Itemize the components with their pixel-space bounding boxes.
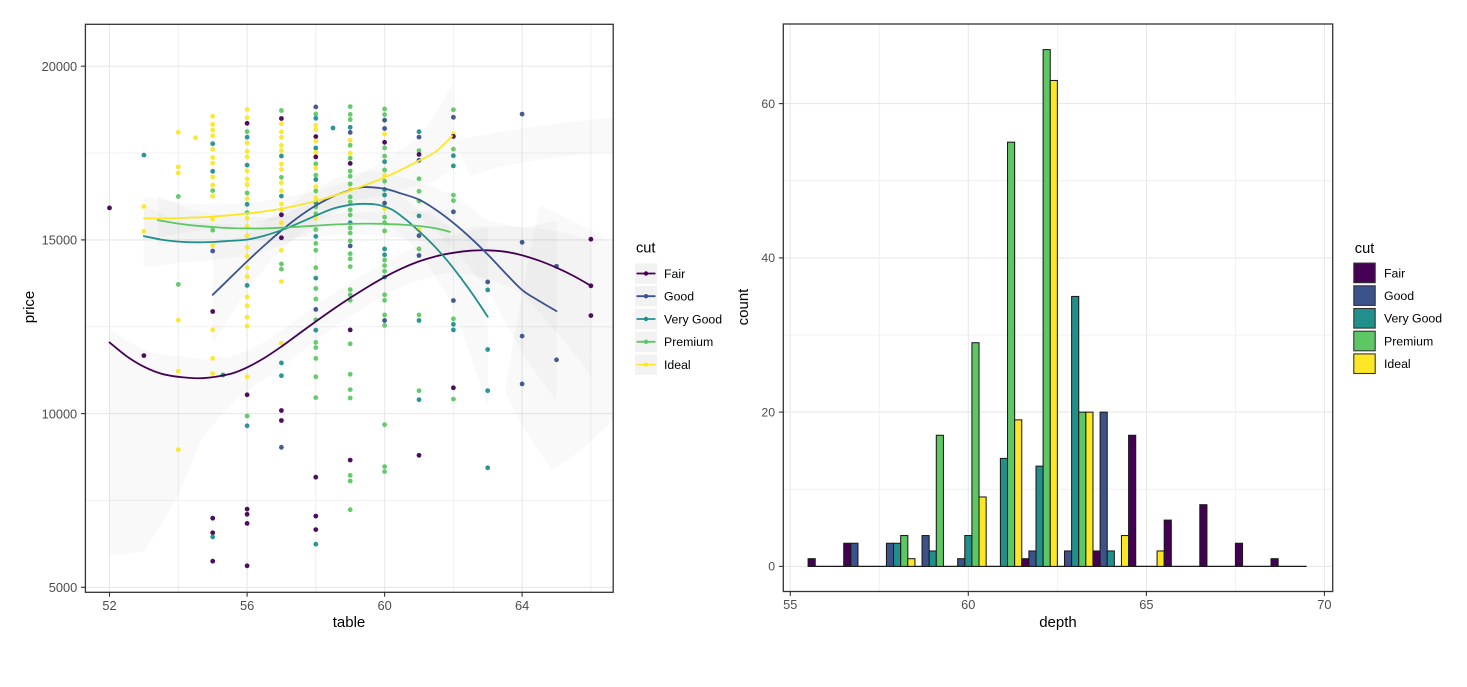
svg-text:price: price (21, 291, 38, 324)
svg-text:cut: cut (1355, 241, 1374, 257)
svg-text:60: 60 (761, 97, 775, 111)
svg-text:15000: 15000 (42, 233, 78, 248)
svg-text:Fair: Fair (664, 267, 685, 281)
svg-text:Fair: Fair (1384, 266, 1405, 280)
svg-text:Premium: Premium (1384, 334, 1433, 348)
svg-text:Good: Good (1384, 289, 1414, 303)
svg-text:40: 40 (761, 251, 775, 265)
svg-text:count: count (735, 288, 752, 326)
svg-text:10000: 10000 (42, 406, 78, 421)
svg-text:cut: cut (636, 241, 655, 257)
svg-text:65: 65 (1139, 597, 1153, 612)
svg-text:5000: 5000 (49, 580, 77, 595)
svg-text:Ideal: Ideal (1384, 357, 1411, 371)
svg-text:52: 52 (102, 598, 116, 613)
svg-text:20: 20 (761, 405, 775, 419)
svg-text:depth: depth (1039, 614, 1077, 631)
svg-text:20000: 20000 (42, 59, 78, 74)
svg-text:Good: Good (664, 290, 694, 304)
svg-text:Ideal: Ideal (664, 358, 691, 372)
svg-text:60: 60 (961, 597, 975, 612)
svg-text:60: 60 (377, 598, 391, 613)
svg-text:table: table (333, 614, 366, 631)
svg-text:55: 55 (783, 597, 797, 612)
svg-text:Very Good: Very Good (1384, 312, 1442, 326)
svg-text:64: 64 (515, 598, 529, 613)
svg-text:Premium: Premium (664, 335, 713, 349)
svg-text:70: 70 (1317, 597, 1331, 612)
svg-text:0: 0 (768, 560, 775, 574)
svg-text:56: 56 (240, 598, 254, 613)
svg-text:Very Good: Very Good (664, 312, 722, 326)
